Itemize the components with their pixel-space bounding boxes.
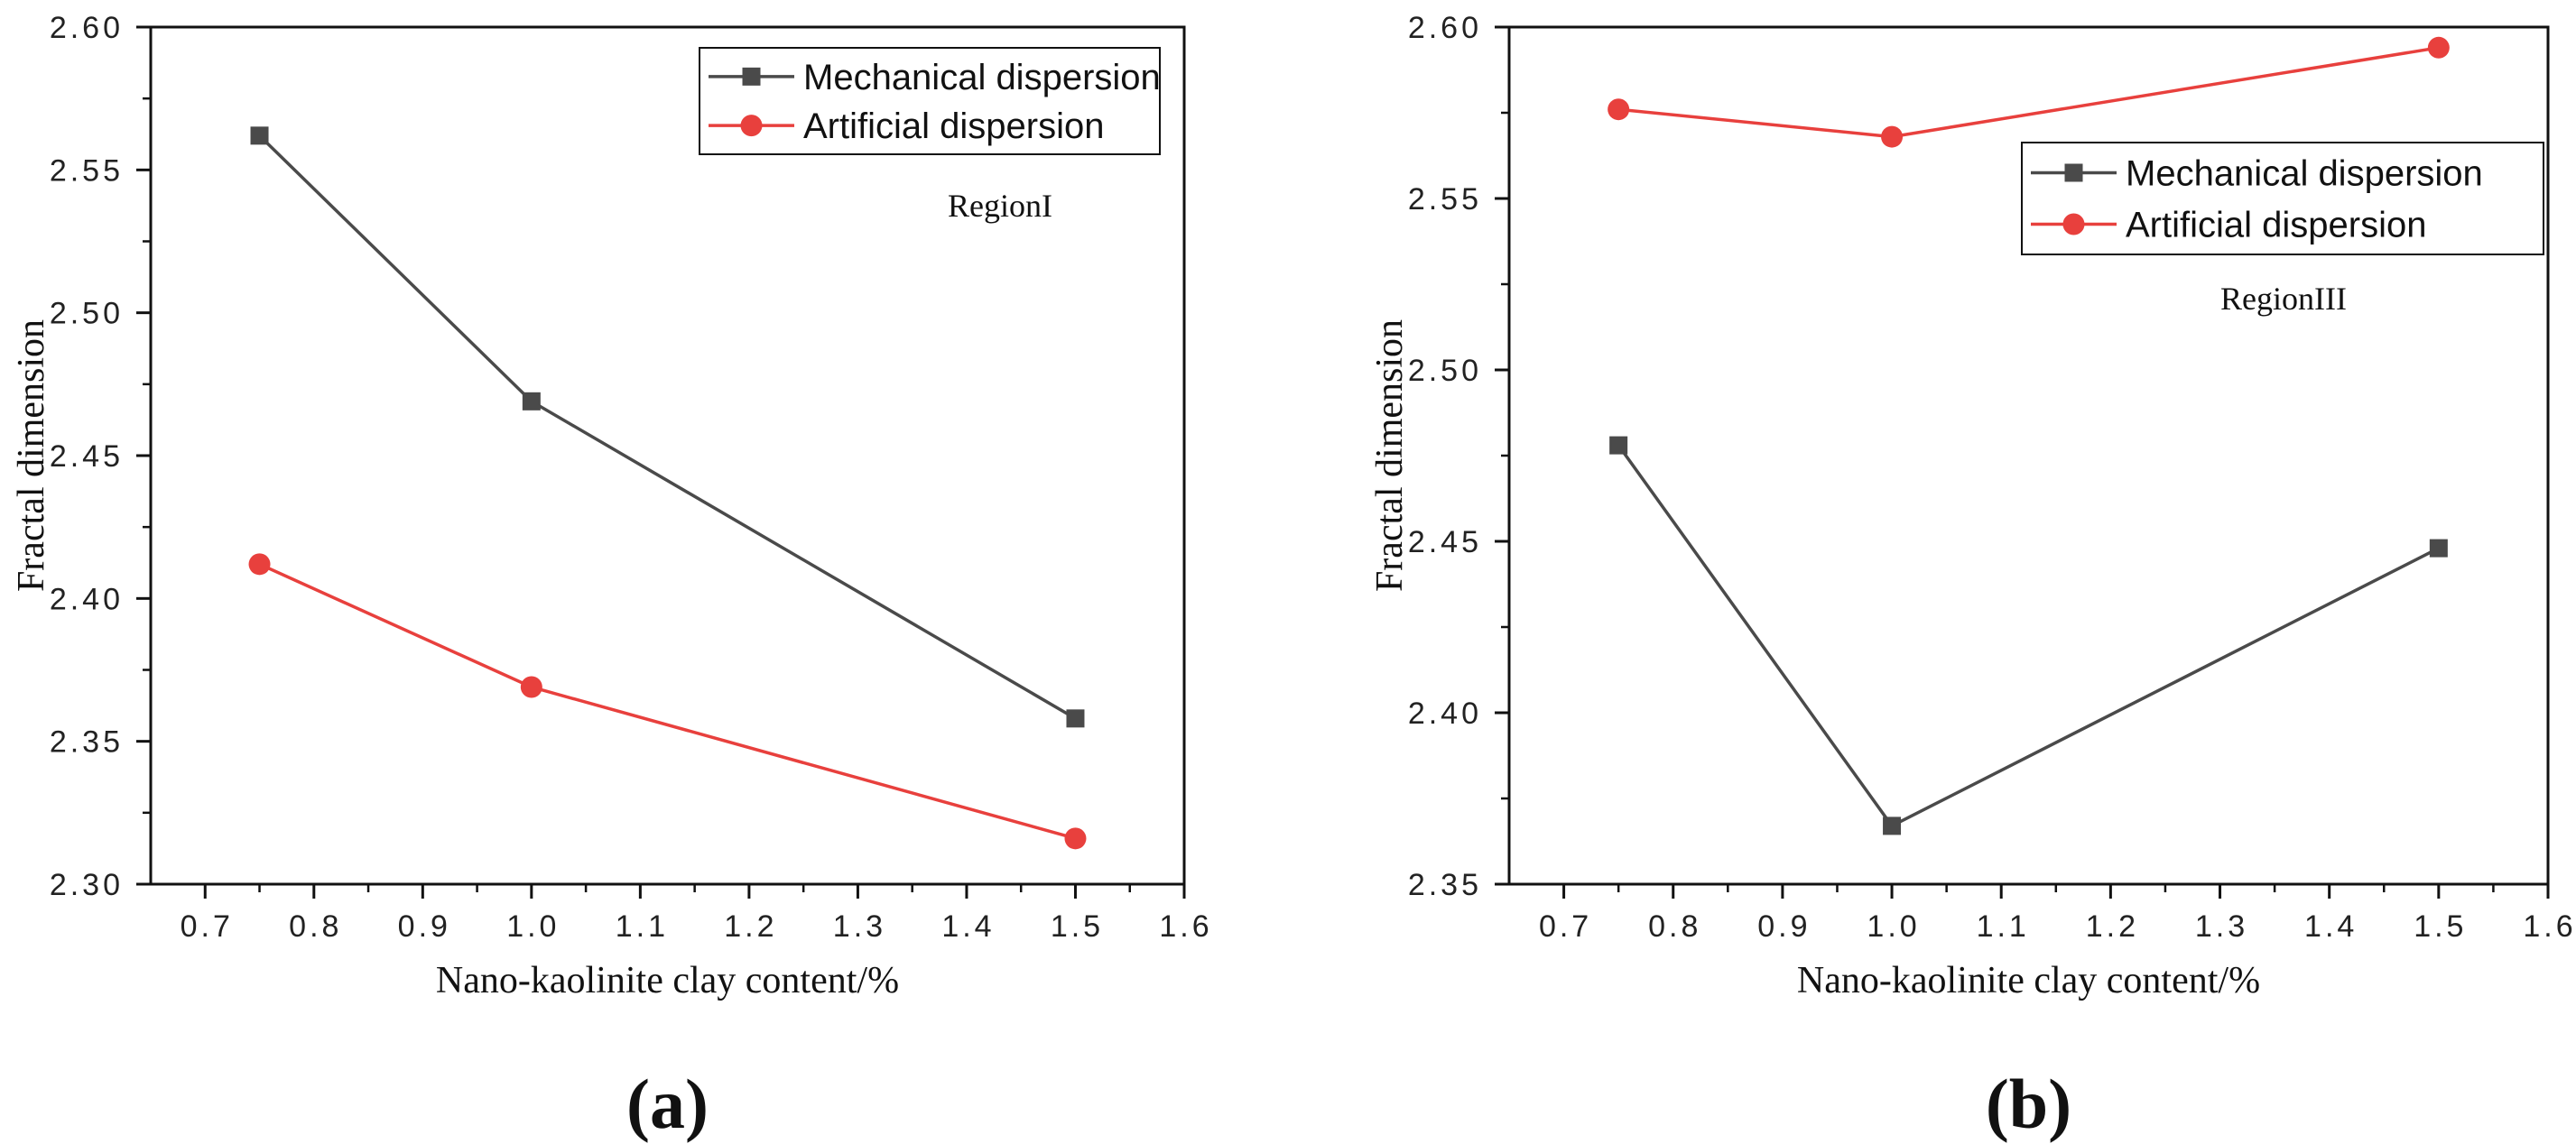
- data-point-mechanical: [2429, 539, 2448, 558]
- y-tick-label: 2.30: [50, 868, 124, 902]
- y-tick-label: 2.55: [1408, 182, 1482, 217]
- y-tick-label: 2.60: [1408, 11, 1482, 45]
- panel-label: (b): [1986, 1065, 2071, 1143]
- x-tick-label: 1.6: [1159, 909, 1212, 944]
- y-tick-label: 2.50: [50, 297, 124, 331]
- chart-panel-a: 0.7 0.8 0.9 1.0 1.1 1.2 1.3 1.4 1.5 1.6 2.30 2.35 2.…: [11, 11, 1212, 1143]
- legend-marker-circle: [2062, 213, 2085, 235]
- data-point-mechanical: [1883, 816, 1902, 835]
- legend-label: Artificial dispersion: [2126, 206, 2426, 245]
- x-tick-label: 0.7: [181, 909, 234, 944]
- legend-marker-circle: [740, 115, 763, 137]
- region-annotation: RegionI: [948, 188, 1052, 224]
- data-point-artificial: [1608, 98, 1630, 121]
- x-tick-label: 1.4: [2304, 909, 2358, 944]
- x-axis-title: Nano-kaolinite clay content/%: [436, 960, 899, 1001]
- data-point-mechanical: [1609, 436, 1628, 455]
- legend: Mechanical dispersion Artificial dispersi…: [2021, 142, 2544, 255]
- data-point-artificial: [1881, 125, 1904, 148]
- x-tick-label: 0.7: [1539, 909, 1592, 944]
- y-tick-label: 2.45: [50, 439, 124, 474]
- data-point-mechanical: [1066, 709, 1085, 728]
- x-axis-title: Nano-kaolinite clay content/%: [1797, 960, 2260, 1001]
- region-annotation: RegionIII: [2220, 281, 2347, 317]
- legend-label: Mechanical dispersion: [2126, 153, 2483, 193]
- x-tick-label: 1.3: [2195, 909, 2248, 944]
- legend-label: Mechanical dispersion: [803, 58, 1161, 97]
- x-tick-label: 1.0: [506, 909, 560, 944]
- x-tick-label: 0.9: [398, 909, 451, 944]
- data-point-artificial: [2427, 36, 2450, 59]
- y-tick-label: 2.40: [50, 582, 124, 616]
- x-tick-label: 1.1: [1977, 909, 2030, 944]
- legend-label: Artificial dispersion: [803, 106, 1104, 146]
- panel-label: (a): [626, 1065, 709, 1143]
- plot-frame: [149, 25, 1186, 886]
- x-tick-label: 1.2: [2086, 909, 2139, 944]
- x-tick-label: 1.0: [1867, 909, 1920, 944]
- x-tick-label: 0.8: [289, 909, 342, 944]
- legend-box: [2021, 142, 2544, 255]
- x-tick-label: 1.2: [724, 909, 777, 944]
- y-tick-label: 2.60: [50, 11, 124, 45]
- data-point-artificial: [1064, 827, 1087, 850]
- legend: Mechanical dispersion Artificial dispersi…: [699, 47, 1161, 155]
- x-tick-label: 1.6: [2523, 909, 2576, 944]
- data-point-artificial: [248, 553, 271, 576]
- x-tick-label: 1.5: [2414, 909, 2467, 944]
- x-tick-label: 0.8: [1648, 909, 1701, 944]
- x-tick-label: 1.4: [941, 909, 995, 944]
- series-line-mechanical: [1617, 444, 2440, 828]
- y-tick-label: 2.35: [1408, 868, 1482, 902]
- legend-marker-square: [2064, 163, 2083, 182]
- x-tick-label: 1.1: [616, 909, 669, 944]
- legend-box: [699, 47, 1161, 155]
- x-tick-label: 1.3: [833, 909, 886, 944]
- data-point-mechanical: [522, 392, 541, 411]
- x-tick-label: 1.5: [1051, 909, 1104, 944]
- y-axis-title: Fractal dimension: [1369, 319, 1411, 592]
- y-tick-label: 2.50: [1408, 354, 1482, 388]
- series-line-artificial: [258, 562, 1076, 841]
- data-point-artificial: [520, 676, 542, 698]
- y-tick-label: 2.45: [1408, 525, 1482, 559]
- y-tick-label: 2.55: [50, 153, 124, 188]
- y-tick-label: 2.35: [50, 725, 124, 760]
- legend-marker-square: [742, 67, 761, 86]
- series-line-artificial: [1617, 46, 2440, 139]
- chart-panel-b: 0.7 0.8 0.9 1.0 1.1 1.2 1.3 1.4 1.5 1.6 2.35 2.40 2.…: [1369, 11, 2576, 1143]
- y-axis-title: Fractal dimension: [11, 319, 52, 592]
- x-tick-label: 0.9: [1757, 909, 1811, 944]
- data-point-mechanical: [250, 126, 269, 145]
- y-tick-label: 2.40: [1408, 697, 1482, 731]
